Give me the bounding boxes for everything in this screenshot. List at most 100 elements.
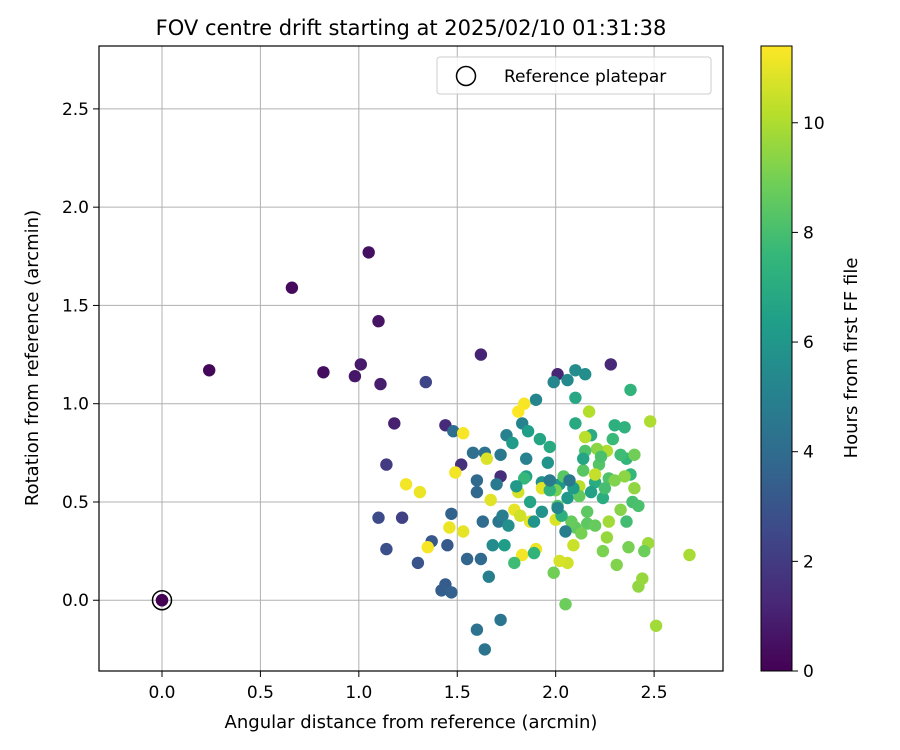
data-point: [561, 373, 574, 387]
data-point: [421, 541, 434, 554]
data-point: [478, 643, 491, 656]
data-point: [527, 546, 541, 560]
data-point: [512, 405, 525, 418]
data-point: [577, 464, 590, 477]
data-point: [608, 419, 621, 432]
data-point: [579, 368, 592, 381]
data-point: [502, 519, 515, 532]
data-point: [565, 515, 578, 528]
data-point: [588, 468, 602, 481]
data-point: [606, 432, 619, 446]
data-point: [579, 430, 592, 444]
plot-frame: [98, 45, 724, 672]
data-point: [380, 458, 393, 471]
reference-marker: [151, 589, 173, 611]
data-point: [569, 417, 582, 430]
data-point: [285, 281, 299, 294]
y-axis-ticks: 0.0 0.5 1.0 1.5 2.0 2.5: [62, 100, 99, 611]
data-point: [372, 315, 385, 328]
data-point: [494, 613, 507, 627]
data-point: [470, 623, 484, 636]
data-point: [582, 405, 596, 418]
data-point: [600, 531, 614, 544]
data-point: [588, 519, 602, 532]
data-point: [470, 474, 484, 487]
data-point: [482, 570, 495, 583]
colorbar-tick-label: 8: [803, 223, 814, 243]
data-point: [575, 527, 588, 540]
data-point: [604, 358, 617, 371]
data-point: [435, 584, 448, 597]
colorbar-tick-label: 10: [803, 114, 825, 134]
data-point: [569, 391, 582, 404]
data-point: [520, 452, 533, 465]
data-point: [602, 515, 615, 528]
data-point: [445, 507, 458, 520]
data-point: [614, 448, 627, 461]
data-point: [620, 515, 633, 528]
data-point: [569, 364, 582, 377]
data-point: [395, 511, 409, 524]
y-tick-label: 1.0: [62, 395, 89, 415]
data-point: [460, 552, 474, 566]
data-point: [506, 436, 519, 450]
data-point: [644, 415, 657, 428]
data-point: [610, 558, 623, 572]
data-point: [529, 393, 543, 406]
data-point: [443, 521, 456, 534]
data-point: [567, 539, 580, 552]
data-point: [480, 452, 493, 465]
y-axis-label: Rotation from reference (arcmin): [22, 210, 43, 506]
data-point: [614, 503, 627, 516]
data-point: [577, 452, 590, 465]
legend-marker-icon: [455, 65, 477, 87]
data-point: [628, 448, 641, 461]
data-point: [486, 539, 499, 552]
data-point: [484, 493, 497, 507]
y-tick-label: 2.0: [62, 198, 89, 218]
data-point: [498, 539, 511, 552]
data-point: [632, 499, 645, 513]
legend-entry-reference-platepar: Reference platepar: [504, 67, 666, 87]
data-point: [510, 480, 523, 493]
data-point: [494, 448, 507, 461]
data-point: [649, 619, 663, 632]
data-point: [508, 556, 521, 570]
data-point: [596, 491, 610, 505]
data-point: [594, 450, 608, 463]
data-point: [636, 572, 649, 585]
data-point: [380, 542, 393, 556]
data-point: [419, 375, 432, 389]
data-point: [618, 470, 631, 483]
x-axis-label: Angular distance from reference (arcmin): [225, 712, 598, 733]
x-tick-label: 1.0: [345, 683, 372, 703]
data-point: [535, 505, 549, 518]
reference-ring: [151, 589, 173, 611]
colorbar: [760, 45, 793, 672]
y-tick-label: 1.5: [62, 296, 89, 316]
x-tick-label: 2.5: [641, 683, 668, 703]
data-point: [622, 541, 635, 554]
data-points: [155, 246, 696, 656]
data-point: [474, 348, 488, 361]
colorbar-tick-label: 4: [803, 443, 814, 463]
data-point: [547, 375, 560, 389]
x-tick-label: 2.0: [542, 683, 569, 703]
data-point: [317, 366, 330, 379]
data-point: [596, 544, 610, 558]
data-point: [543, 484, 556, 497]
chart-title: FOV centre drift starting at 2025/02/10 …: [156, 16, 667, 40]
data-point: [541, 456, 554, 469]
data-point: [533, 432, 547, 446]
x-tick-label: 0.5: [247, 683, 274, 703]
data-point: [581, 505, 594, 518]
legend: Reference platepar: [436, 56, 712, 95]
reference-point: [155, 594, 169, 607]
data-point: [638, 544, 651, 558]
data-point: [399, 478, 413, 491]
data-point: [543, 440, 556, 454]
data-point: [543, 474, 556, 487]
x-axis-ticks: 0.0 0.5 1.0 1.5 2.0 2.5: [148, 671, 668, 703]
y-tick-label: 2.5: [62, 100, 89, 120]
